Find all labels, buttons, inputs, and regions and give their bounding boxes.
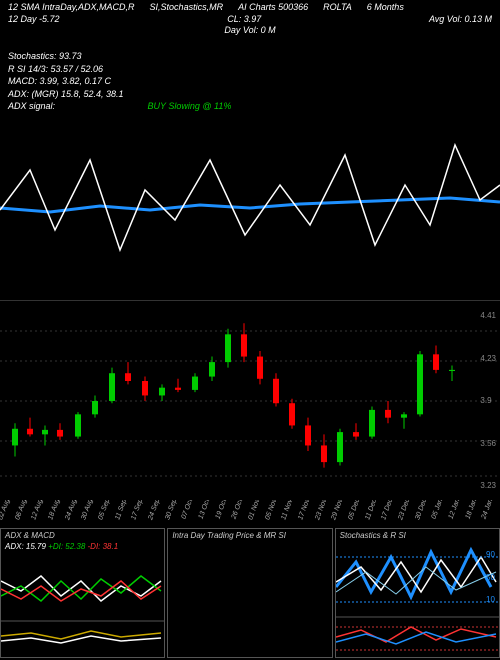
adx-signal: ADX signal: BUY Slowing @ 11% — [8, 100, 231, 113]
adx-stat: ADX: (MGR) 15.8, 52.4, 38.1 — [8, 88, 231, 101]
indicator-panels: ADX & MACD ADX: 15.79 +DI: 52.38 -DI: 38… — [0, 528, 500, 658]
line-chart-panel — [0, 130, 500, 280]
candlestick-chart: 4.41 4.23 3.9 3.56 3.23 — [0, 300, 500, 500]
indicator-stats: Stochastics: 93.73 R SI 14/3: 53.57 / 52… — [8, 50, 231, 113]
avg-volume: Avg Vol: 0.13 M — [429, 14, 492, 26]
close-price: CL: 3.97 — [227, 14, 261, 26]
x-axis-dates: 02 Aug06 Aug12 Aug18 Aug24 Aug30 Aug05 S… — [0, 500, 500, 525]
svg-text:50: 50 — [486, 573, 495, 582]
header-indicators: 12 SMA IntraDay,ADX,MACD,R SI,Stochastic… — [8, 2, 404, 14]
adx-macd-panel: ADX & MACD ADX: 15.79 +DI: 52.38 -DI: 38… — [0, 528, 165, 658]
day12-label: 12 Day -5.72 — [8, 14, 60, 26]
rsi-stat: R SI 14/3: 53.57 / 52.06 — [8, 63, 231, 76]
intraday-panel: Intra Day Trading Price & MR SI — [167, 528, 332, 658]
y-axis: 4.41 4.23 3.9 3.56 3.23 — [480, 301, 496, 500]
stochastics-stat: Stochastics: 93.73 — [8, 50, 231, 63]
macd-stat: MACD: 3.99, 3.82, 0.17 C — [8, 75, 231, 88]
svg-text:10: 10 — [486, 595, 495, 604]
day-volume: Day Vol: 0 M — [0, 25, 500, 37]
svg-text:90: 90 — [486, 550, 495, 559]
stochastics-panel: Stochastics & R SI 905010 — [335, 528, 500, 658]
